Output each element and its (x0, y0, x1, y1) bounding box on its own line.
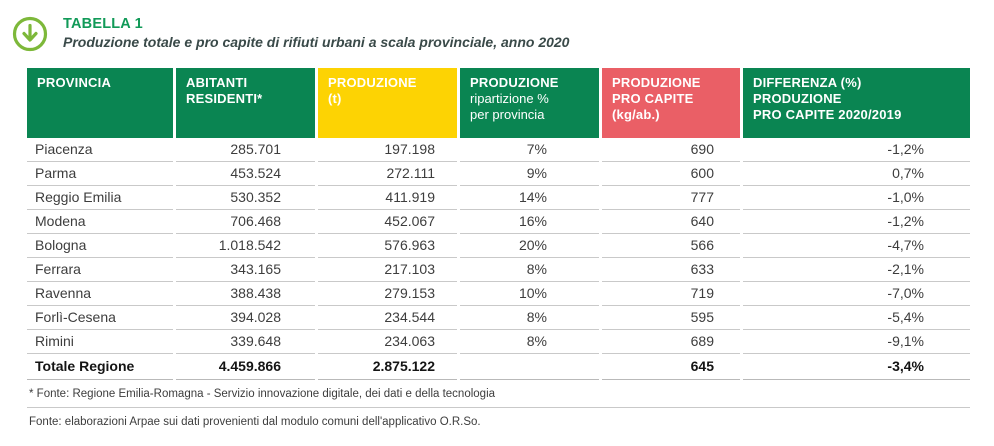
cell-produzione: 197.198 (318, 138, 457, 162)
cell-ripartizione: 16% (460, 210, 599, 234)
cell-differenza: -1,2% (743, 210, 970, 234)
total-pro-capite: 645 (602, 354, 740, 380)
cell-abitanti: 530.352 (176, 186, 315, 210)
col-header-differenza: DIFFERENZA (%) PRODUZIONE PRO CAPITE 202… (743, 68, 970, 138)
cell-differenza: -7,0% (743, 282, 970, 306)
col-header-produzione-ripartizione: PRODUZIONE ripartizione % per provincia (460, 68, 599, 138)
cell-abitanti: 1.018.542 (176, 234, 315, 258)
total-differenza: -3,4% (743, 354, 970, 380)
cell-abitanti: 453.524 (176, 162, 315, 186)
cell-provincia: Parma (27, 162, 173, 186)
cell-pro-capite: 640 (602, 210, 740, 234)
cell-ripartizione: 8% (460, 330, 599, 354)
col-header-provincia: PROVINCIA (27, 68, 173, 138)
cell-differenza: -1,0% (743, 186, 970, 210)
cell-abitanti: 285.701 (176, 138, 315, 162)
cell-provincia: Reggio Emilia (27, 186, 173, 210)
table-caption: TABELLA 1 Produzione totale e pro capite… (10, 13, 569, 53)
cell-ripartizione: 8% (460, 306, 599, 330)
cell-pro-capite: 633 (602, 258, 740, 282)
cell-produzione: 234.063 (318, 330, 457, 354)
footnote-source-arpae: Fonte: elaborazioni Arpae sui dati prove… (29, 416, 481, 428)
cell-pro-capite: 566 (602, 234, 740, 258)
cell-differenza: 0,7% (743, 162, 970, 186)
total-produzione: 2.875.122 (318, 354, 457, 380)
cell-differenza: -9,1% (743, 330, 970, 354)
caption-text: TABELLA 1 Produzione totale e pro capite… (63, 13, 569, 50)
cell-abitanti: 388.438 (176, 282, 315, 306)
cell-differenza: -1,2% (743, 138, 970, 162)
cell-ripartizione: 20% (460, 234, 599, 258)
cell-ripartizione: 7% (460, 138, 599, 162)
cell-provincia: Ferrara (27, 258, 173, 282)
cell-produzione: 272.111 (318, 162, 457, 186)
table-header-row: PROVINCIA ABITANTI RESIDENTI* PRODUZIONE… (27, 68, 970, 138)
cell-pro-capite: 690 (602, 138, 740, 162)
total-abitanti: 4.459.866 (176, 354, 315, 380)
cell-abitanti: 339.648 (176, 330, 315, 354)
cell-produzione: 452.067 (318, 210, 457, 234)
cell-differenza: -2,1% (743, 258, 970, 282)
cell-differenza: -5,4% (743, 306, 970, 330)
cell-produzione: 217.103 (318, 258, 457, 282)
table-title: TABELLA 1 (63, 16, 143, 32)
table-subtitle: Produzione totale e pro capite di rifiut… (63, 34, 570, 50)
cell-provincia: Rimini (27, 330, 173, 354)
download-circle-icon (10, 13, 50, 53)
cell-provincia: Forlì-Cesena (27, 306, 173, 330)
cell-ripartizione: 9% (460, 162, 599, 186)
cell-provincia: Bologna (27, 234, 173, 258)
cell-provincia: Ravenna (27, 282, 173, 306)
data-table: PROVINCIA ABITANTI RESIDENTI* PRODUZIONE… (27, 68, 970, 429)
cell-ripartizione: 10% (460, 282, 599, 306)
cell-ripartizione: 14% (460, 186, 599, 210)
cell-abitanti: 706.468 (176, 210, 315, 234)
cell-produzione: 411.919 (318, 186, 457, 210)
cell-pro-capite: 719 (602, 282, 740, 306)
total-ripartizione (460, 354, 599, 380)
cell-provincia: Modena (27, 210, 173, 234)
cell-abitanti: 343.165 (176, 258, 315, 282)
cell-pro-capite: 600 (602, 162, 740, 186)
table-body: Piacenza 285.701 197.198 7% 690 -1,2% Pa… (27, 138, 970, 354)
col-header-abitanti-residenti: ABITANTI RESIDENTI* (176, 68, 315, 138)
cell-ripartizione: 8% (460, 258, 599, 282)
cell-pro-capite: 777 (602, 186, 740, 210)
cell-differenza: -4,7% (743, 234, 970, 258)
footnote-source-region: * Fonte: Regione Emilia-Romagna - Serviz… (27, 380, 970, 408)
cell-pro-capite: 689 (602, 330, 740, 354)
cell-provincia: Piacenza (27, 138, 173, 162)
cell-produzione: 576.963 (318, 234, 457, 258)
table-total-row: Totale Regione 4.459.866 2.875.122 645 -… (27, 354, 970, 380)
cell-pro-capite: 595 (602, 306, 740, 330)
col-header-produzione-pro-capite: PRODUZIONE PRO CAPITE (kg/ab.) (602, 68, 740, 138)
total-label: Totale Regione (27, 354, 173, 380)
col-header-produzione-t: PRODUZIONE (t) (318, 68, 457, 138)
cell-abitanti: 394.028 (176, 306, 315, 330)
cell-produzione: 279.153 (318, 282, 457, 306)
cell-produzione: 234.544 (318, 306, 457, 330)
